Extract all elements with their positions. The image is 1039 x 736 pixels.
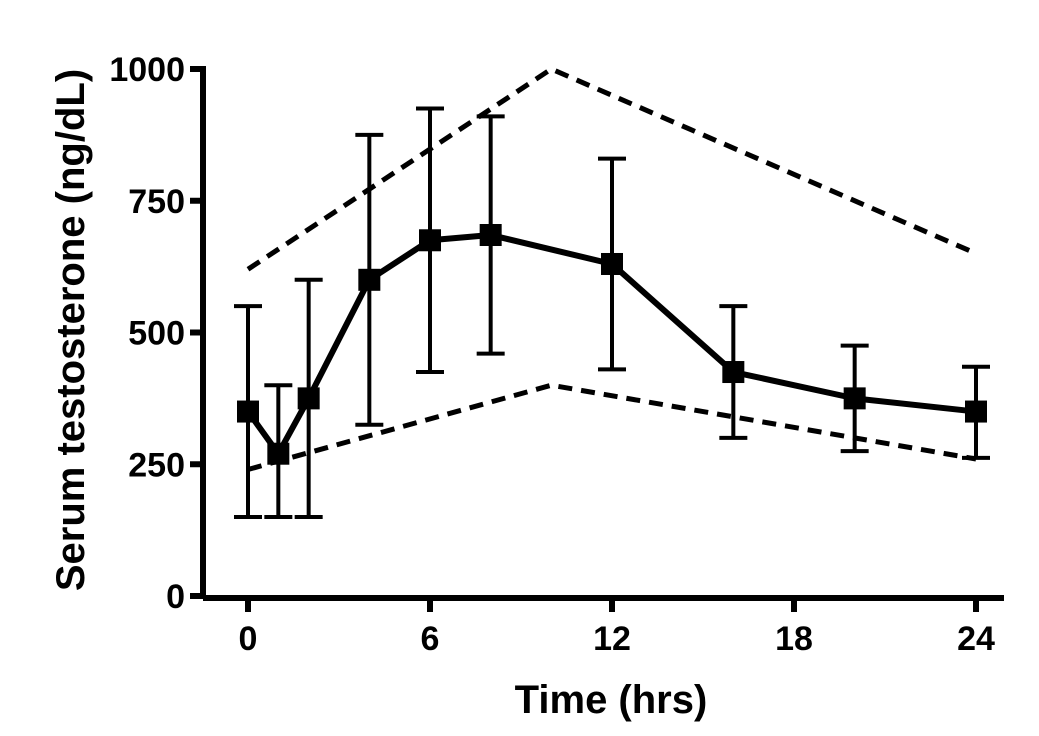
- data-point-marker: [358, 268, 381, 291]
- plot-area: [234, 66, 990, 519]
- data-point-marker: [722, 361, 745, 384]
- x-tick-label: 18: [775, 620, 813, 658]
- series-1: [246, 66, 977, 272]
- data-point-marker: [965, 400, 987, 423]
- dashed-bound-line: [246, 66, 977, 272]
- y-axis: 0 250 500 750 1000: [109, 51, 206, 616]
- x-tick-label: 24: [957, 620, 995, 658]
- y-axis-title: Serum testosterone (ng/dL): [49, 69, 93, 591]
- y-ticks: 0 250 500 750 1000: [109, 51, 203, 616]
- data-point-marker: [601, 252, 623, 275]
- x-tick-label: 6: [421, 620, 440, 658]
- x-tick-label: 0: [239, 620, 258, 658]
- y-tick-label: 1000: [109, 51, 185, 89]
- y-tick-label: 500: [128, 315, 185, 353]
- series-0: [234, 106, 990, 519]
- data-point-marker: [419, 229, 441, 252]
- x-ticks: 0 6 12 18 24: [239, 598, 995, 658]
- x-axis: 0 6 12 18 24: [203, 595, 1004, 658]
- y-tick-label: 750: [128, 183, 185, 221]
- dashed-bound-line: [247, 382, 977, 472]
- y-tick-label: 0: [166, 578, 185, 616]
- data-point-marker: [297, 387, 320, 410]
- x-tick-label: 12: [593, 620, 631, 658]
- data-point-marker: [843, 387, 866, 410]
- data-point-marker: [237, 400, 259, 423]
- series-2: [247, 382, 977, 472]
- data-point-marker: [267, 442, 290, 465]
- y-tick-label: 250: [128, 446, 185, 484]
- x-axis-title: Time (hrs): [515, 678, 708, 722]
- data-point-marker: [479, 224, 502, 247]
- mean-line: [245, 232, 977, 457]
